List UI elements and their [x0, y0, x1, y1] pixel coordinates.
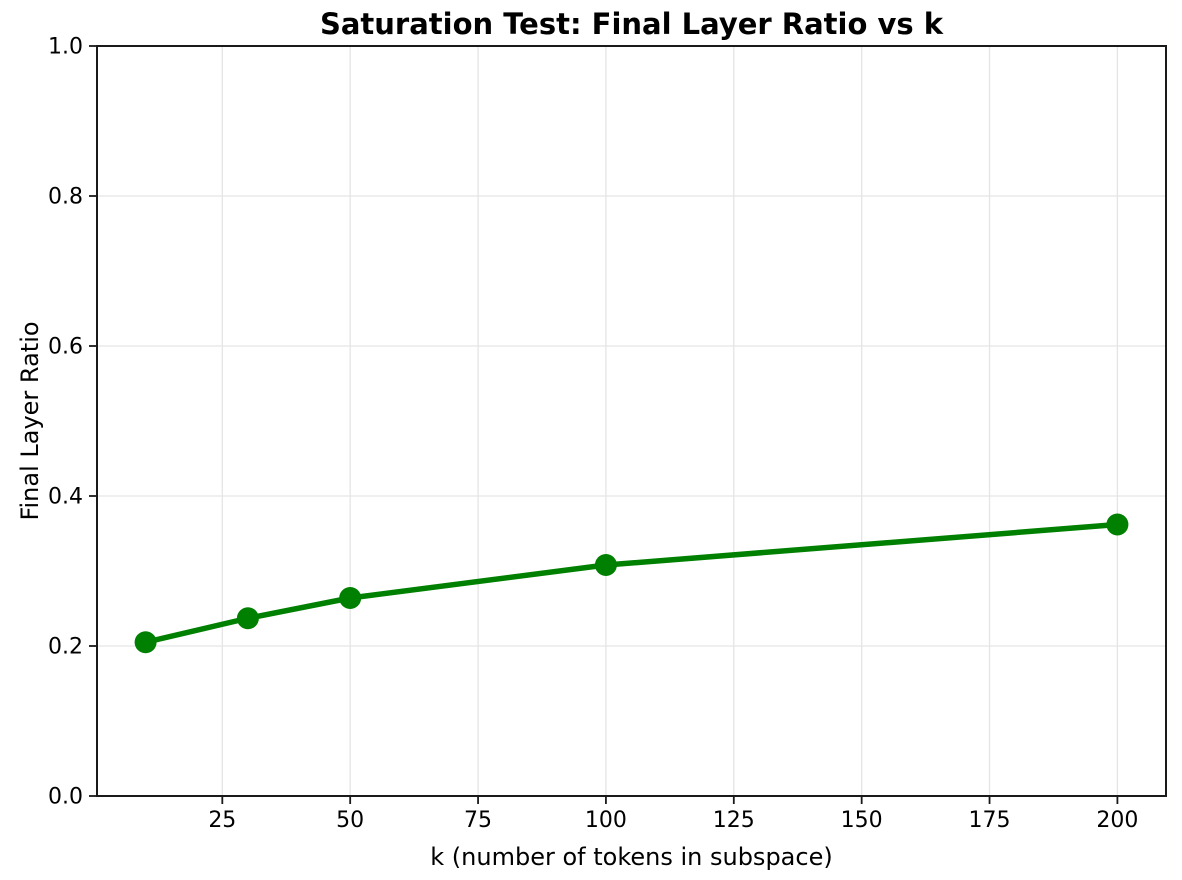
x-tick-label: 25: [208, 808, 236, 833]
plot-border: [96, 45, 1167, 797]
x-tick-label: 50: [336, 808, 364, 833]
y-axis-label: Final Layer Ratio: [16, 321, 44, 521]
x-tick-label: 200: [1096, 808, 1138, 833]
data-point: [1106, 513, 1129, 536]
y-tick-label: 0.6: [48, 334, 83, 359]
data-layer: [134, 513, 1129, 654]
x-axis-label: k (number of tokens in subspace): [430, 843, 833, 871]
data-point: [339, 587, 362, 609]
data-point: [236, 607, 259, 630]
x-tick-label: 175: [969, 808, 1011, 833]
y-tick-label: 1.0: [48, 34, 83, 59]
y-tick-label: 0.8: [48, 184, 83, 209]
y-tick-label: 0.2: [48, 634, 83, 659]
data-point: [134, 631, 157, 654]
data-point: [594, 554, 617, 576]
y-tick-label: 0.0: [48, 784, 83, 809]
data-line: [142, 521, 1121, 645]
chart-title: Saturation Test: Final Layer Ratio vs k: [319, 7, 944, 41]
x-tick-label: 150: [841, 808, 883, 833]
axes-layer: 25 50 75 100 125 150 175 200 0.0 0.2 0.4 0.6 0.8 1.0: [48, 34, 1167, 833]
x-tick-label: 100: [585, 808, 627, 833]
grid-layer: [97, 45, 1166, 797]
x-tick-label: 125: [713, 808, 755, 833]
x-tick-label: 75: [464, 808, 492, 833]
y-tick-label: 0.4: [48, 484, 83, 509]
